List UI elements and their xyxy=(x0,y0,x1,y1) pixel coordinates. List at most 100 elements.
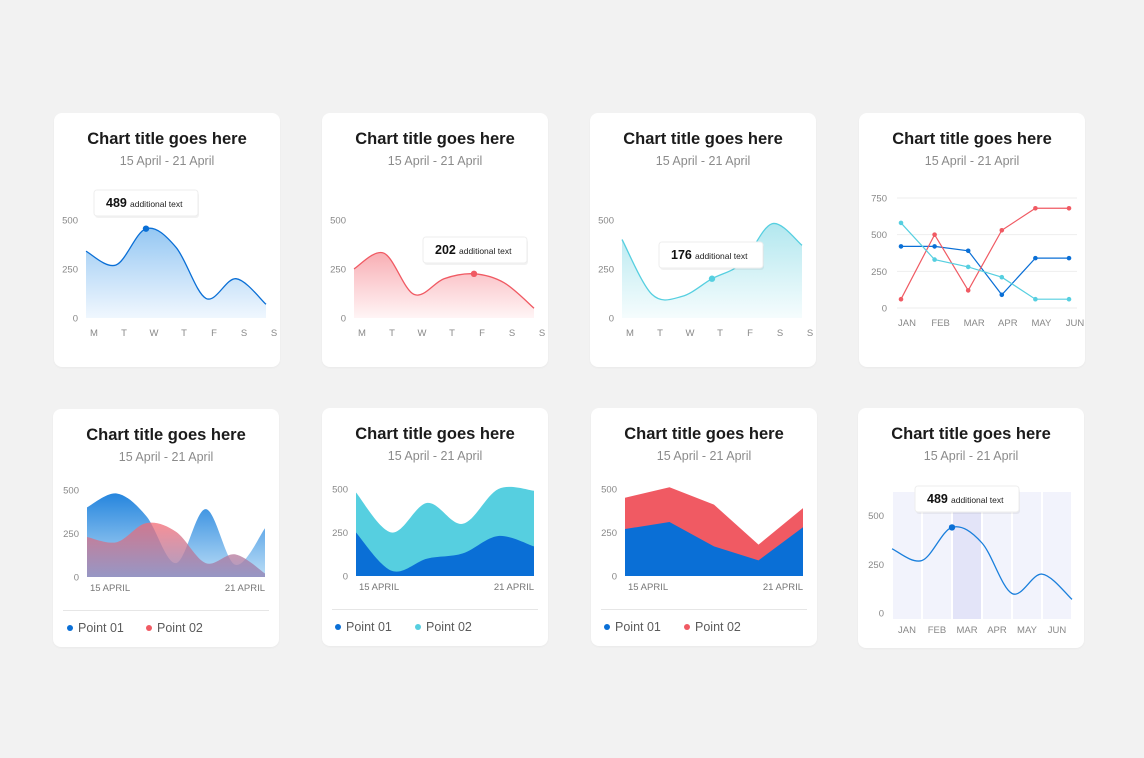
y-tick-label: 0 xyxy=(343,572,348,583)
chart-title: Chart title goes here xyxy=(623,130,783,148)
x-tick-label: S xyxy=(777,328,783,339)
y-tick-label: 250 xyxy=(332,528,348,539)
x-tick-label: FEB xyxy=(928,625,946,636)
x-tick-label: T xyxy=(449,328,455,339)
area-fill xyxy=(356,532,534,576)
x-tick-label: T xyxy=(717,328,723,339)
y-tick-label: 750 xyxy=(871,194,887,205)
series-line xyxy=(900,207,1069,300)
y-tick-label: 250 xyxy=(62,264,78,275)
legend-item-point2: Point 02 xyxy=(415,620,472,634)
chart-subtitle: 15 April - 21 April xyxy=(119,154,215,168)
x-tick-label: M xyxy=(626,328,634,339)
chart-svg: 0 250 500 15 APRIL 21 APRIL xyxy=(63,486,265,594)
chart-title: Chart title goes here xyxy=(86,426,246,444)
series-point xyxy=(932,244,937,249)
column-band xyxy=(983,492,1011,619)
x-tick-label: APR xyxy=(987,625,1007,636)
x-tick-label: W xyxy=(150,328,159,339)
chart-svg: JAN FEB MAR APR MAY JUN 0 250 500 489 additional t… xyxy=(868,485,1073,636)
x-tick-label: MAR xyxy=(956,625,977,636)
tooltip-text: additional text xyxy=(459,246,512,256)
series-point xyxy=(965,264,971,270)
divider xyxy=(63,610,269,611)
tooltip-value: 176 xyxy=(671,248,692,262)
series-point xyxy=(898,244,904,249)
x-tick-label: JAN xyxy=(898,625,916,636)
x-tick-label: S xyxy=(241,328,247,339)
legend-dot-icon xyxy=(415,623,421,630)
legend-item-point1: Point 01 xyxy=(604,620,661,634)
x-tick-label: S xyxy=(807,328,813,339)
legend-item-point2: Point 02 xyxy=(684,620,741,634)
chart-subtitle: 15 April - 21 April xyxy=(923,449,1019,463)
x-end-label: 21 APRIL xyxy=(225,583,265,594)
y-tick-label: 0 xyxy=(609,314,614,325)
y-tick-label: 0 xyxy=(882,304,887,315)
x-tick-label: S xyxy=(271,328,277,339)
series-point xyxy=(932,232,937,237)
chart-svg: 0 250 500 15 APRIL 21 APRIL xyxy=(601,485,803,593)
legend-dot-icon xyxy=(146,624,152,631)
y-tick-label: 250 xyxy=(598,264,614,275)
x-tick-label: F xyxy=(211,328,217,339)
tooltip-point xyxy=(142,225,150,232)
y-tick-label: 500 xyxy=(62,215,78,226)
series-line xyxy=(900,222,1069,300)
x-tick-label: F xyxy=(479,328,485,339)
chart-card-3: Chart title goes here 15 April - 21 Apri… xyxy=(590,113,816,367)
tooltip-box xyxy=(658,241,764,269)
x-tick-label: T xyxy=(657,328,663,339)
y-tick-label: 250 xyxy=(871,267,887,278)
x-tick-label: S xyxy=(509,328,515,339)
series-point xyxy=(965,248,971,254)
y-tick-label: 250 xyxy=(868,560,884,571)
x-tick-label: JUN xyxy=(1048,625,1067,636)
y-tick-label: 250 xyxy=(63,529,79,540)
series-line xyxy=(901,245,1069,296)
legend-label: Point 02 xyxy=(157,621,203,635)
chart-card-4: Chart title goes here 15 April - 21 Apri… xyxy=(859,113,1085,367)
area-line xyxy=(85,227,267,305)
y-tick-label: 0 xyxy=(879,609,884,620)
tooltip-point xyxy=(708,275,716,282)
legend-dot-icon xyxy=(335,623,341,630)
chart-card-5: Chart title goes here 15 April - 21 Apri… xyxy=(53,409,279,647)
chart-subtitle: 15 April - 21 April xyxy=(924,154,1020,168)
column-band xyxy=(953,492,981,619)
column-band xyxy=(1013,492,1041,619)
chart-svg: 0 250 500 750 JAN FEB MAR APR MAY JUN xyxy=(871,194,1085,330)
area-fill xyxy=(87,522,265,577)
x-end-label: 21 APRIL xyxy=(763,582,803,593)
x-tick-label: W xyxy=(418,328,427,339)
x-tick-label: APR xyxy=(998,318,1018,329)
chart-svg: 0 250 500 M T W T F S S 202 additional text xyxy=(330,215,545,339)
tooltip-box xyxy=(93,189,199,217)
y-tick-label: 500 xyxy=(63,486,79,497)
series-point xyxy=(1033,255,1038,261)
x-tick-label: JUN xyxy=(1066,318,1085,329)
chart-card-7: Chart title goes here 15 April - 21 Apri… xyxy=(591,408,817,646)
y-tick-label: 0 xyxy=(74,573,79,584)
x-tick-label: T xyxy=(121,328,127,339)
tooltip-box xyxy=(914,485,1020,513)
chart-title: Chart title goes here xyxy=(87,130,247,148)
divider xyxy=(601,609,807,610)
series-point xyxy=(1033,296,1038,302)
area-fill xyxy=(625,522,803,576)
x-tick-label: W xyxy=(686,328,695,339)
y-tick-label: 500 xyxy=(332,485,348,496)
chart-svg: 0 250 500 15 APRIL 21 APRIL xyxy=(332,485,534,593)
y-tick-label: 500 xyxy=(868,511,884,522)
area-line xyxy=(353,251,535,309)
x-tick-label: JAN xyxy=(898,318,916,329)
series-point xyxy=(1066,296,1072,302)
x-tick-label: M xyxy=(358,328,366,339)
legend-dot-icon xyxy=(67,624,73,631)
series-point xyxy=(898,220,904,226)
chart-title: Chart title goes here xyxy=(892,130,1052,148)
tooltip-value: 489 xyxy=(927,492,948,506)
series-point xyxy=(1033,205,1038,211)
series-point xyxy=(965,288,971,293)
series-point xyxy=(999,274,1005,280)
